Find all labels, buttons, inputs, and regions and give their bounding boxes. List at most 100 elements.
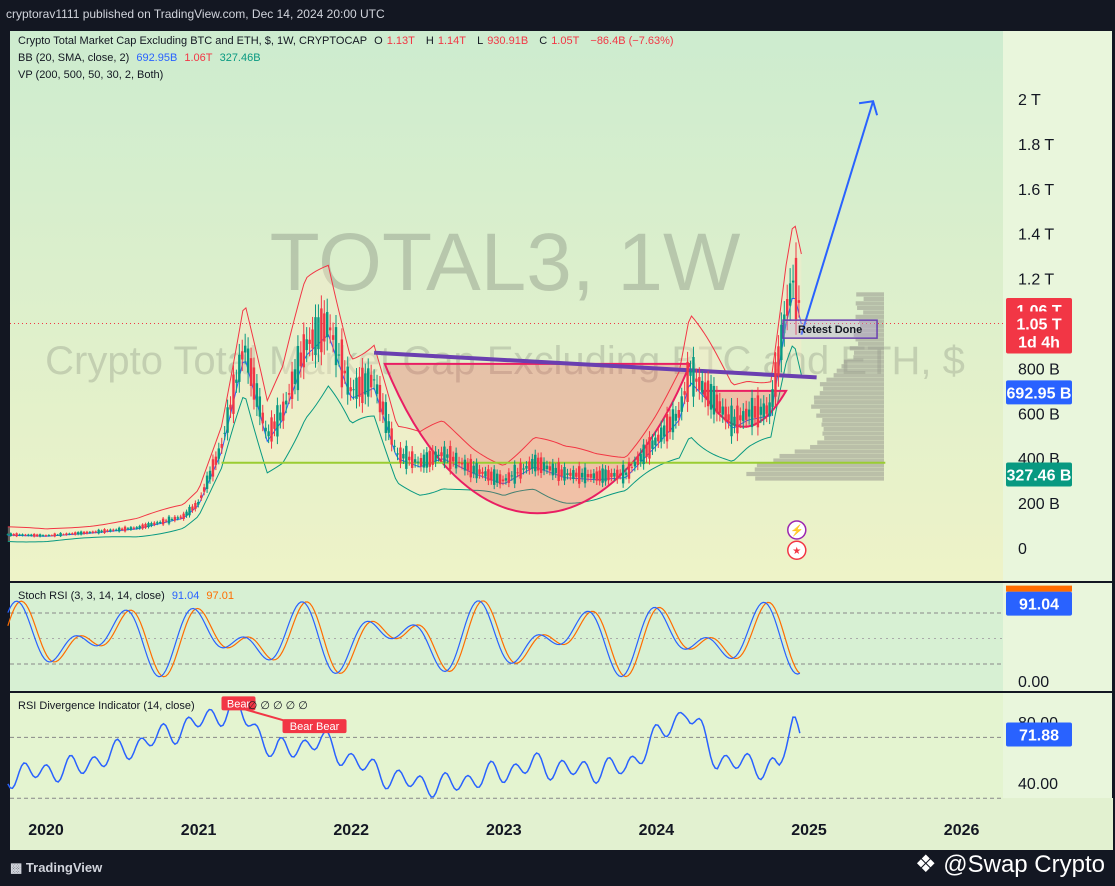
time-tick-label: 2023 — [486, 822, 522, 839]
candle-body — [303, 334, 305, 367]
candle-body — [256, 383, 258, 407]
vp-bar — [755, 467, 884, 471]
price-tick-label: 0 — [1018, 541, 1027, 558]
candle-body — [223, 433, 225, 434]
vp-bar — [814, 396, 884, 400]
candle-body — [478, 469, 480, 474]
candle-body — [654, 438, 656, 446]
candle-body — [496, 474, 498, 483]
candle-body — [417, 462, 419, 463]
candle-body — [625, 472, 627, 474]
candle-body — [648, 437, 650, 458]
price-tick-label: 1.4 T — [1018, 227, 1054, 244]
swap-crypto-watermark: ❖ @Swap Crypto — [915, 850, 1105, 879]
candle-body — [106, 530, 108, 531]
main-legend[interactable]: Crypto Total Market Cap Excluding BTC an… — [18, 35, 678, 47]
candle-body — [724, 407, 726, 422]
candle-body — [308, 340, 310, 344]
vp-bar — [795, 449, 884, 453]
candle-body — [314, 317, 316, 355]
candle-body — [182, 514, 184, 519]
vp-bar — [820, 391, 884, 395]
candle-body — [370, 375, 372, 388]
vp-bar — [816, 414, 884, 418]
candle-body — [514, 465, 516, 484]
candle-body — [549, 466, 551, 470]
candle-body — [607, 470, 609, 480]
price-tick-label: 800 B — [1018, 361, 1060, 378]
candle-body — [443, 447, 445, 463]
candle-body — [490, 472, 492, 481]
bb-legend[interactable]: BB (20, SMA, close, 2) 692.95B 1.06T 327… — [18, 52, 265, 64]
candle-body — [748, 410, 750, 417]
candle-body — [320, 308, 322, 352]
candle-body — [209, 471, 211, 480]
bb-basis: 692.95B — [136, 52, 177, 64]
stoch-d-value: 97.01 — [206, 590, 234, 602]
time-tick-label: 2026 — [944, 822, 980, 839]
ohlc-change: −86.4B (−7.63%) — [590, 35, 673, 47]
candle-body — [279, 413, 281, 421]
price-tick-label: 1.2 T — [1018, 272, 1054, 289]
candle-body — [344, 371, 346, 374]
tradingview-logo[interactable]: ▩ TradingView — [10, 860, 102, 876]
tv-icon: ▩ — [10, 860, 22, 875]
vp-bar — [863, 310, 884, 314]
candle-body — [388, 421, 390, 433]
candle-body — [332, 335, 334, 340]
chart-canvas[interactable]: TOTAL3, 1W Crypto Total Market Cap Exclud… — [0, 28, 1115, 852]
candle-body — [188, 507, 190, 515]
candle-body — [349, 387, 351, 391]
ohlc-open: O 1.13T — [374, 35, 419, 47]
vp-label: VP (200, 500, 50, 30, 2, Both) — [18, 69, 163, 81]
candle-body — [768, 402, 770, 415]
candle-body — [86, 532, 88, 534]
candle-body — [51, 535, 53, 536]
candle-body — [511, 475, 513, 476]
stoch-tick-label: 0.00 — [1018, 674, 1049, 691]
rsi-legend[interactable]: RSI Divergence Indicator (14, close) ∅ ∅… — [18, 699, 312, 712]
candle-body — [7, 534, 9, 535]
candle-body — [127, 528, 129, 529]
stoch-k-value: 91.04 — [172, 590, 200, 602]
candle-body — [440, 452, 442, 456]
candle-body — [598, 471, 600, 482]
candle-body — [619, 474, 621, 475]
candle-body — [95, 531, 97, 532]
candle-body — [537, 458, 539, 471]
candle-body — [399, 448, 401, 463]
candle-body — [241, 351, 243, 359]
candle-body — [247, 349, 249, 373]
candle-body — [226, 407, 228, 433]
candle-body — [792, 281, 794, 283]
candle-body — [786, 299, 788, 316]
candle-body — [678, 410, 680, 418]
candle-body — [742, 411, 744, 421]
vp-legend[interactable]: VP (200, 500, 50, 30, 2, Both) — [18, 69, 167, 81]
candle-body — [408, 457, 410, 461]
candle-body — [666, 414, 668, 441]
candle-body — [276, 405, 278, 436]
candle-body — [45, 535, 47, 536]
candle-body — [701, 381, 703, 393]
candle-body — [458, 462, 460, 463]
rsi-tick-label: 40.00 — [1018, 776, 1058, 793]
candle-body — [103, 529, 105, 533]
candle-body — [774, 362, 776, 396]
candle-body — [660, 428, 662, 442]
candle-body — [311, 329, 313, 348]
candle-body — [97, 530, 99, 534]
time-tick-label: 2021 — [181, 822, 217, 839]
stoch-legend[interactable]: Stoch RSI (3, 3, 14, 14, close) 91.04 97… — [18, 590, 238, 602]
candle-body — [634, 462, 636, 467]
candle-body — [80, 532, 82, 535]
candle-body — [470, 459, 472, 478]
candle-body — [566, 473, 568, 475]
candle-body — [540, 457, 542, 473]
candle-body — [584, 468, 586, 484]
bear-bear-tag-label: Bear Bear — [290, 721, 340, 733]
vp-bar — [755, 476, 884, 480]
candle-body — [546, 466, 548, 469]
vp-bar — [810, 445, 884, 449]
candle-body — [294, 369, 296, 384]
